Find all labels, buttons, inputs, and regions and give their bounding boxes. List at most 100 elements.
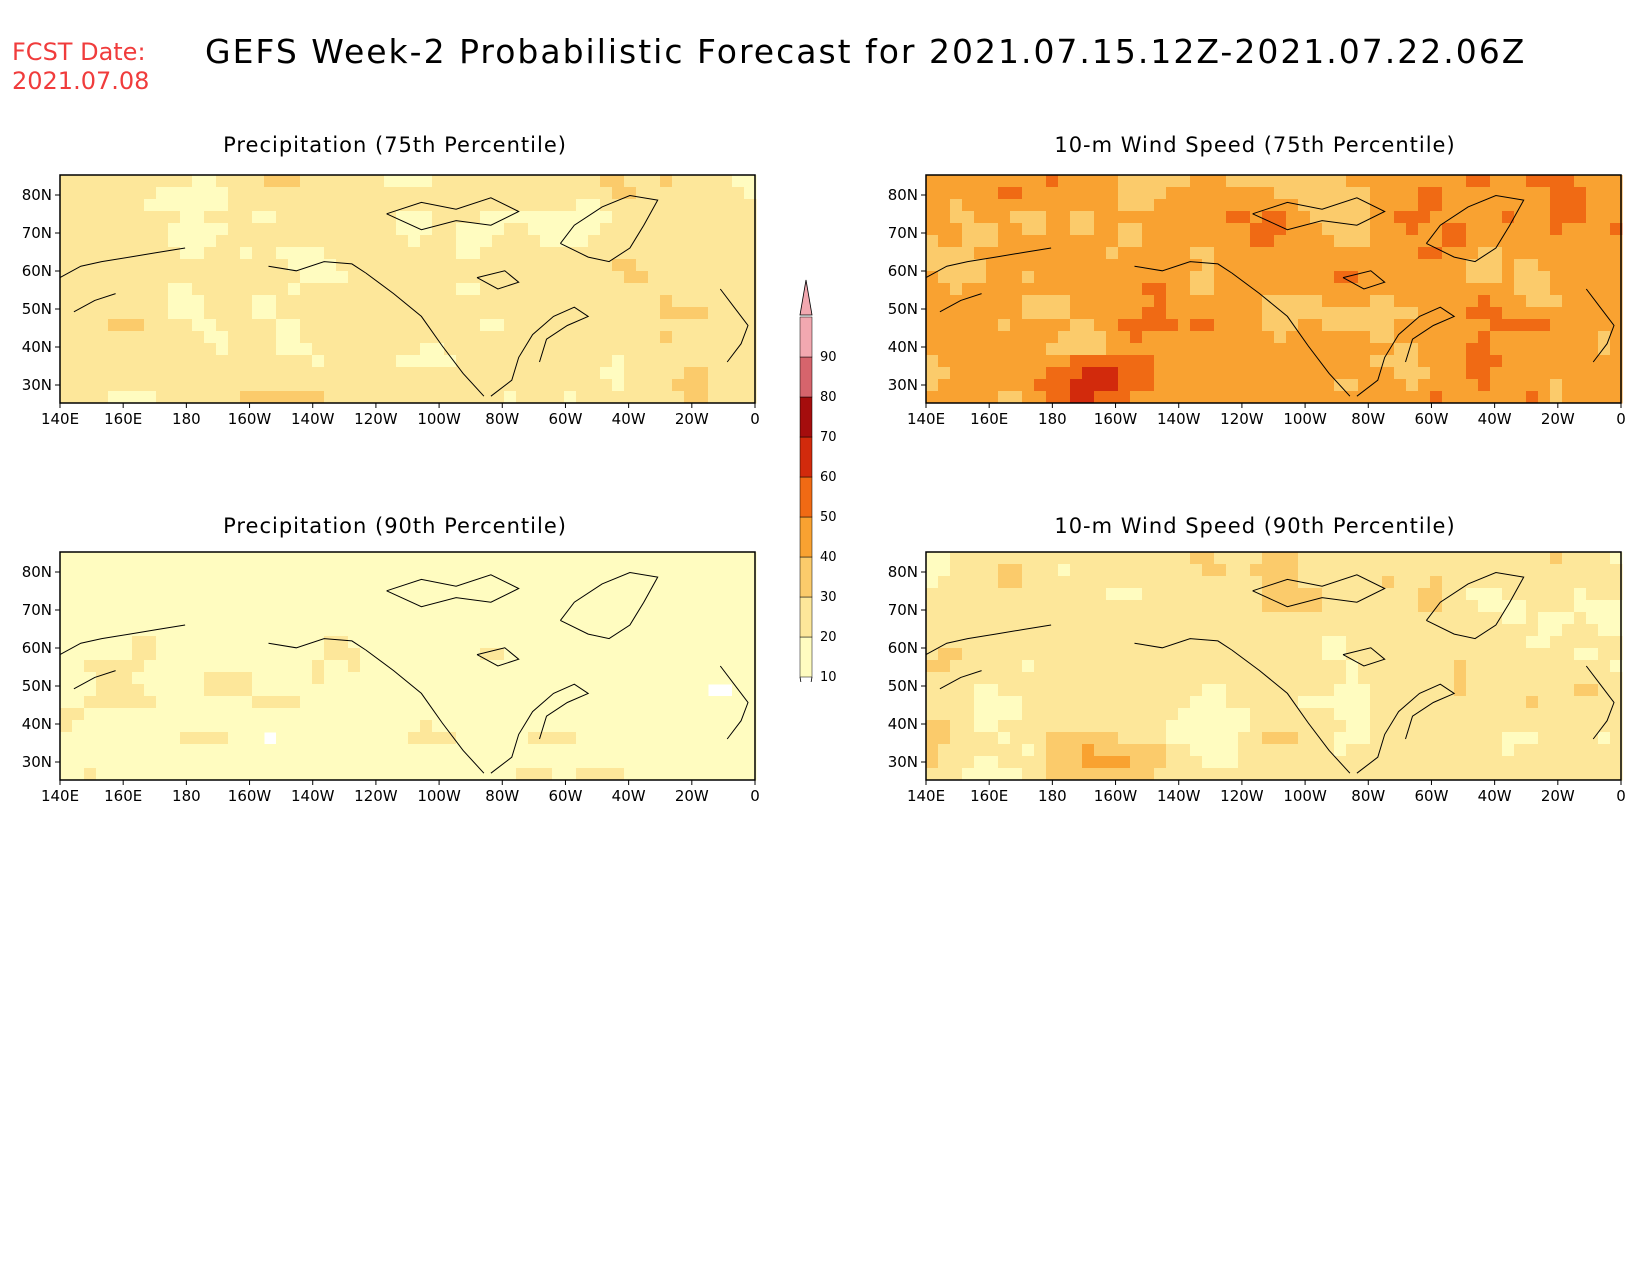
shade-cell [974,247,987,260]
shade-cell [1574,552,1587,565]
shade-cell [600,696,613,709]
lat-label: 80N [22,563,52,581]
shade-cell [1478,331,1491,344]
shade-cell [720,660,733,673]
shade-cell [1010,319,1023,332]
shade-cell [1118,588,1131,601]
shade-cell [1550,612,1563,625]
shade-cell [1358,696,1371,709]
shade-cell [1550,756,1563,769]
shade-cell [144,756,157,769]
shade-cell [1574,576,1587,589]
shade-cell [1238,259,1251,272]
shade-cell [1526,295,1539,308]
shade-cell [1502,552,1515,565]
shade-cell [600,247,613,260]
shade-cell [938,696,951,709]
shade-cell [1406,295,1419,308]
shade-cell [1358,672,1371,685]
shade-cell [1214,588,1227,601]
shade-cell [1310,295,1323,308]
shade-cell [1502,648,1515,661]
shade-cell [192,367,205,380]
shade-cell [132,660,145,673]
shade-cell [456,283,469,296]
shade-cell [312,720,325,733]
shade-cell [60,259,73,272]
shade-cell [540,331,553,344]
shade-cell [1394,552,1407,565]
shade-cell [720,343,733,356]
shade-cell [144,576,157,589]
shade-cell [480,175,493,188]
shade-cell [926,379,939,392]
shade-cell [1610,271,1623,284]
shade-cell [1598,187,1611,200]
shade-cell [1310,672,1323,685]
shade-cell [156,223,169,236]
shade-cell [480,576,493,589]
shade-cell [1454,295,1467,308]
shade-cell [636,211,649,224]
lon-label: 120W [1220,787,1264,805]
shade-cell [708,283,721,296]
shade-cell [360,648,373,661]
lon-label: 180 [172,410,201,428]
shade-cell [312,199,325,212]
shade-cell [1394,624,1407,637]
shade-cell [1514,672,1527,685]
shade-cell [156,732,169,745]
shade-cell [1310,259,1323,272]
shade-cell [648,187,661,200]
shade-cell [986,223,999,236]
shade-cell [1538,331,1551,344]
shade-cell [408,259,421,272]
shade-cell [216,187,229,200]
shade-cell [468,343,481,356]
shade-cell [180,720,193,733]
shade-cell [240,271,253,284]
shade-cell [1358,732,1371,745]
shade-cell [938,367,951,380]
shade-cell [348,684,361,697]
shade-cell [384,672,397,685]
shade-cell [156,564,169,577]
shade-cell [684,223,697,236]
shade-cell [1286,684,1299,697]
shade-cell [1610,331,1623,344]
shade-cell [228,564,241,577]
lat-label: 60N [22,262,52,280]
shade-cell [108,624,121,637]
shade-cell [636,223,649,236]
shade-cell [1214,343,1227,356]
shade-cell [974,199,987,212]
shade-cell [564,211,577,224]
shade-cell [1082,199,1095,212]
shade-cell [1298,708,1311,721]
shade-cell [1298,379,1311,392]
shade-cell [1154,660,1167,673]
shade-cell [1418,283,1431,296]
shade-cell [120,187,133,200]
shade-cell [1370,235,1383,248]
shade-cell [372,235,385,248]
shade-cell [132,319,145,332]
shade-cell [624,588,637,601]
shade-cell [240,175,253,188]
shade-cell [1526,271,1539,284]
shade-cell [516,175,529,188]
lon-label: 100W [1283,787,1327,805]
shade-cell [564,247,577,260]
shade-cell [1394,588,1407,601]
shade-cell [408,283,421,296]
shade-cell [336,379,349,392]
shade-cell [324,271,337,284]
shade-cell [504,247,517,260]
shade-cell [588,660,601,673]
shade-cell [192,696,205,709]
shade-cell [1370,391,1383,404]
shade-cell [1106,283,1119,296]
shade-cell [1118,576,1131,589]
shade-cell [1478,379,1491,392]
shade-cell [360,576,373,589]
